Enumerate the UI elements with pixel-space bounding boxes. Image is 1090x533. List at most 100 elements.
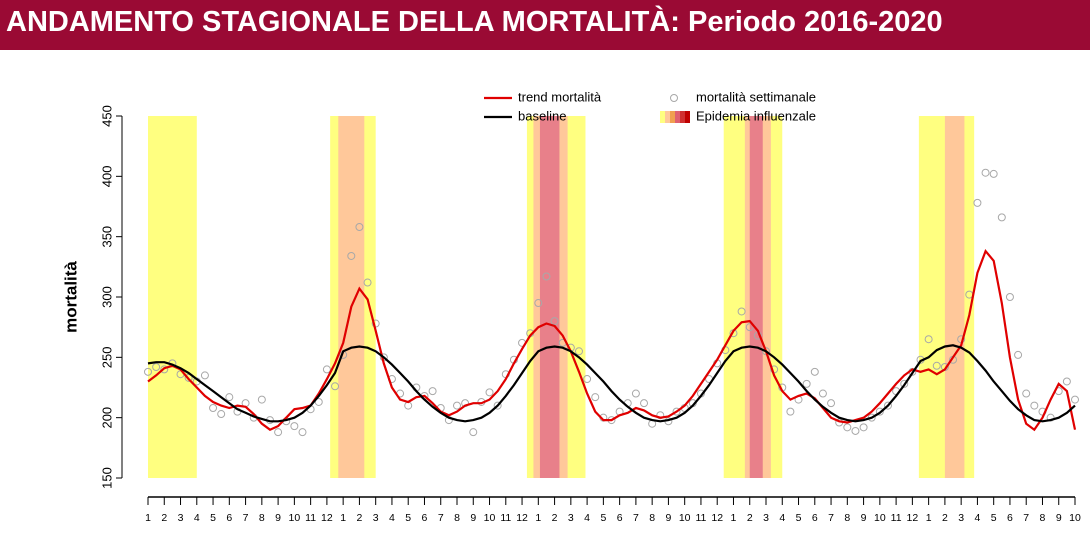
- x-tick-label: 7: [633, 512, 639, 524]
- x-tick-label: 6: [1007, 512, 1013, 524]
- weekly-point: [574, 347, 583, 356]
- y-tick-label: 200: [99, 407, 114, 429]
- x-tick-label: 6: [226, 512, 232, 524]
- weekly-point: [973, 198, 982, 207]
- title-bar: [0, 0, 1090, 50]
- x-tick-label: 5: [600, 512, 606, 524]
- x-tick-label: 10: [484, 512, 496, 524]
- legend-swatch: [685, 111, 690, 123]
- weekly-point: [184, 373, 193, 382]
- chart-title: ANDAMENTO STAGIONALE DELLA MORTALITÀ: Pe…: [6, 6, 943, 38]
- epidemic-band: [338, 116, 365, 478]
- x-tick-label: 4: [194, 512, 200, 524]
- weekly-point: [469, 428, 478, 437]
- weekly-point: [542, 272, 551, 281]
- epidemic-band: [944, 116, 965, 478]
- y-tick-label: 250: [99, 346, 114, 368]
- weekly-point: [1071, 395, 1079, 404]
- weekly-point: [1005, 293, 1014, 301]
- weekly-point: [786, 407, 795, 416]
- x-tick-label: 9: [1056, 512, 1062, 524]
- x-tick-label: 12: [321, 512, 333, 524]
- weekly-point: [493, 401, 502, 410]
- weekly-point: [550, 317, 559, 326]
- weekly-point: [851, 426, 860, 435]
- legend-swatch: [665, 111, 670, 123]
- x-tick-label: 7: [1023, 512, 1029, 524]
- weekly-point: [160, 365, 169, 374]
- x-tick-label: 1: [145, 512, 151, 524]
- weekly-point: [453, 401, 461, 410]
- weekly-point: [875, 407, 884, 416]
- weekly-point: [428, 387, 437, 396]
- y-tick-label: 350: [99, 226, 114, 248]
- legend-swatch: [670, 94, 678, 102]
- legend-swatch: [670, 111, 675, 123]
- x-tick-label: 3: [178, 512, 184, 524]
- x-tick-label: 3: [568, 512, 574, 524]
- weekly-point: [225, 393, 234, 402]
- weekly-point: [347, 251, 356, 260]
- x-tick-label: 3: [958, 512, 964, 524]
- x-tick-label: 4: [779, 512, 785, 524]
- x-tick-label: 11: [305, 512, 316, 524]
- x-tick-label: 1: [731, 512, 737, 524]
- x-tick-label: 11: [695, 512, 706, 524]
- weekly-point: [152, 362, 161, 371]
- y-tick-label: 150: [99, 467, 114, 489]
- legend-swatch: [675, 111, 680, 123]
- weekly-point: [217, 410, 226, 419]
- x-tick-label: 11: [891, 512, 902, 524]
- weekly-point: [290, 422, 299, 431]
- weekly-point: [298, 428, 307, 437]
- x-tick-label: 7: [243, 512, 249, 524]
- legend-label: trend mortalità: [518, 89, 602, 104]
- weekly-point: [322, 365, 331, 374]
- weekly-point: [363, 278, 372, 287]
- weekly-point: [485, 388, 494, 397]
- x-tick-label: 4: [974, 512, 980, 524]
- x-tick-label: 2: [552, 512, 558, 524]
- weekly-point: [981, 168, 990, 177]
- x-tick-label: 6: [812, 512, 818, 524]
- y-tick-label: 400: [99, 165, 114, 187]
- weekly-point: [859, 423, 868, 432]
- weekly-point: [534, 299, 543, 308]
- x-tick-label: 4: [389, 512, 395, 524]
- legend-label: mortalità settimanale: [696, 89, 816, 104]
- weekly-point: [200, 371, 209, 380]
- weekly-point: [1062, 377, 1071, 386]
- weekly-point: [631, 389, 640, 398]
- x-tick-label: 9: [861, 512, 867, 524]
- x-tick-label: 2: [161, 512, 167, 524]
- x-tick-label: 1: [535, 512, 541, 524]
- x-tick-label: 10: [1069, 512, 1081, 524]
- x-tick-label: 2: [747, 512, 753, 524]
- x-tick-label: 8: [454, 512, 460, 524]
- x-tick-label: 1: [926, 512, 932, 524]
- x-tick-label: 5: [796, 512, 802, 524]
- y-axis-label: mortalità: [61, 261, 80, 333]
- x-tick-label: 8: [259, 512, 265, 524]
- weekly-point: [900, 379, 909, 388]
- x-tick-label: 7: [828, 512, 834, 524]
- x-tick-label: 10: [289, 512, 301, 524]
- weekly-point: [1030, 401, 1039, 410]
- weekly-point: [1014, 350, 1023, 359]
- weekly-point: [591, 393, 600, 402]
- x-tick-label: 8: [844, 512, 850, 524]
- x-tick-label: 6: [617, 512, 623, 524]
- x-tick-label: 10: [679, 512, 691, 524]
- y-tick-label: 450: [99, 105, 114, 127]
- x-tick-label: 12: [907, 512, 919, 524]
- x-tick-label: 2: [356, 512, 362, 524]
- weekly-point: [257, 395, 266, 404]
- x-tick-label: 4: [584, 512, 590, 524]
- x-tick-label: 8: [1040, 512, 1046, 524]
- weekly-point: [144, 367, 152, 376]
- epidemic-band: [539, 116, 560, 478]
- trend-line: [147, 248, 1077, 432]
- x-tick-label: 12: [711, 512, 723, 524]
